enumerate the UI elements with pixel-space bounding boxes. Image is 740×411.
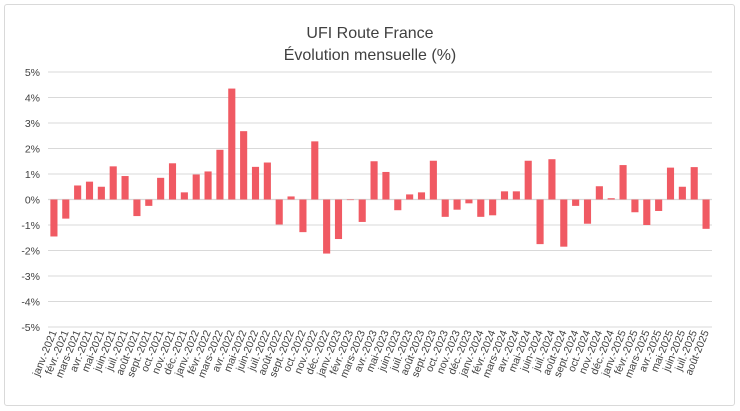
bar — [157, 177, 165, 200]
bar — [74, 185, 82, 200]
bar — [512, 191, 520, 200]
bar — [311, 141, 319, 200]
bar — [453, 199, 461, 210]
bar — [489, 199, 497, 216]
bar — [370, 161, 378, 200]
y-tick-label: 1% — [25, 169, 40, 181]
y-tick-label: 0% — [25, 195, 40, 207]
bar — [560, 199, 568, 247]
x-axis: janv.-2021févr.-2021mars-2021avr.-2021ma… — [30, 328, 712, 379]
bar — [346, 199, 354, 201]
chart-subtitle: Évolution mensuelle (%) — [284, 45, 457, 64]
y-tick-label: -4% — [21, 297, 40, 309]
bar — [643, 199, 651, 225]
bar — [145, 199, 153, 206]
bar — [702, 199, 710, 229]
bar — [619, 165, 627, 200]
bar — [690, 167, 698, 200]
chart-frame — [4, 4, 735, 406]
bar — [500, 191, 509, 200]
bar — [358, 199, 366, 222]
bar — [62, 199, 70, 219]
y-tick-label: -3% — [21, 271, 40, 283]
bar — [536, 199, 544, 245]
chart-title: UFI Route France — [306, 25, 433, 42]
bar — [50, 199, 58, 237]
bar — [607, 198, 615, 200]
bar — [204, 171, 212, 200]
bar — [109, 166, 117, 200]
bar — [465, 199, 473, 204]
bar — [382, 171, 390, 200]
bar — [168, 163, 177, 200]
bar — [583, 199, 592, 224]
bar — [678, 186, 686, 200]
bar — [417, 192, 426, 200]
bar — [121, 176, 129, 200]
bar — [251, 166, 260, 200]
bar — [299, 199, 307, 233]
bar — [655, 199, 663, 211]
bar — [334, 199, 343, 240]
y-axis: 5% 4% 3% 2% 1% 0% -1% -2% -3% -4% -5% — [21, 67, 40, 334]
bar — [548, 159, 556, 200]
y-tick-label: 2% — [25, 144, 40, 156]
bar — [394, 199, 402, 211]
bar — [263, 162, 271, 200]
y-tick-label: -1% — [21, 220, 40, 232]
y-tick-label: -2% — [21, 246, 40, 258]
y-tick-label: 3% — [25, 118, 40, 130]
bar — [524, 160, 532, 200]
bar — [275, 199, 283, 225]
bar — [323, 199, 331, 254]
bar — [228, 88, 236, 200]
bar — [240, 131, 248, 200]
y-tick-label: 4% — [25, 93, 40, 105]
bar — [133, 199, 141, 217]
bar — [631, 199, 639, 213]
bar — [477, 199, 485, 217]
bar — [595, 186, 603, 200]
bar — [97, 186, 105, 200]
bar — [180, 192, 188, 200]
bar — [429, 160, 437, 200]
bar — [406, 194, 414, 200]
bar — [192, 174, 200, 200]
y-tick-label: 5% — [25, 67, 40, 79]
bar — [666, 167, 675, 200]
bar — [572, 199, 580, 206]
bar — [216, 149, 224, 200]
bar — [287, 196, 295, 200]
bar — [85, 181, 94, 200]
bars — [50, 88, 710, 254]
y-tick-label: -5% — [21, 322, 40, 334]
bar — [441, 199, 449, 217]
